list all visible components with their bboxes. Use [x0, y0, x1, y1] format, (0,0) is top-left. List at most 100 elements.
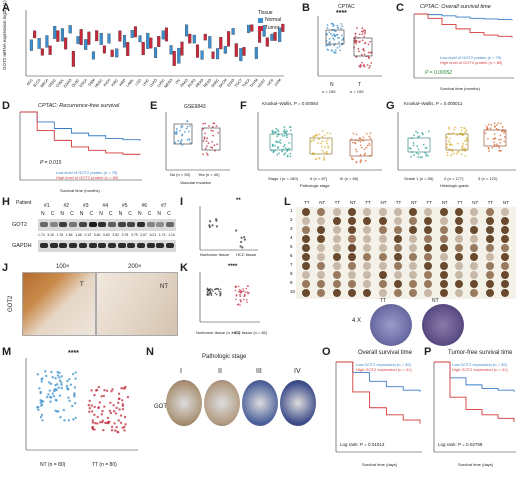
f-pts-point [314, 134, 317, 137]
m-pts-point [54, 409, 57, 412]
g-pts-point [413, 134, 415, 137]
m-pts-point [123, 415, 127, 419]
tma-core [470, 271, 479, 279]
panel-a-box-skcm-normal [223, 46, 227, 54]
panel-a-label-blca: BLCA [32, 78, 41, 88]
e-pts-point [177, 139, 180, 142]
panel-a-label-thym: THYM [249, 78, 259, 88]
tma-core [363, 271, 372, 279]
k-pts-point [219, 291, 222, 293]
tma-core [455, 271, 463, 279]
b-pts-point [368, 57, 371, 59]
panel-a-label-ov: OV [175, 78, 182, 85]
f-pts-point [359, 144, 362, 147]
panel-a-box-meso-tumor [172, 50, 176, 66]
tma-core [332, 271, 341, 279]
k-pts-point [239, 293, 241, 296]
panel-e-group-no: No (n = 50) [170, 172, 191, 177]
e-pts-point [188, 124, 191, 127]
k-pts-point [242, 290, 245, 292]
k-pts-point [219, 292, 221, 295]
e-pts-point [206, 154, 209, 156]
tma-core [470, 208, 479, 216]
western-band [166, 243, 175, 248]
tma-core [485, 244, 494, 252]
e-pts-point [179, 140, 182, 143]
tma-core [439, 253, 448, 261]
panel-h-ratio: 2.67 [140, 233, 147, 237]
f-pts-point [283, 143, 286, 146]
panel-a-box-coad-normal [68, 25, 72, 34]
f-pts-point [322, 151, 325, 154]
g-pts-point [446, 146, 449, 149]
f-pts-point [321, 130, 324, 133]
e-pts-point [207, 142, 210, 145]
panel-l-zoom-nt: NT [432, 298, 439, 304]
panel-j-mark-nt: NT [160, 284, 168, 290]
b-pts-point [354, 35, 357, 38]
tma-core [439, 271, 448, 279]
b-pts-point [362, 48, 364, 51]
tma-core [424, 289, 433, 297]
tma-core [363, 289, 372, 297]
panel-a-box-thca-normal [247, 24, 251, 33]
g-pts-point [498, 149, 501, 152]
tma-core [500, 235, 509, 243]
g-pts-point [449, 141, 451, 144]
f-pts-point [282, 145, 285, 148]
panel-a-box-cesc-normal [53, 25, 57, 39]
e-pts-point [189, 142, 192, 144]
panel-a-label-meso: MESO [164, 78, 174, 89]
m-pts-point [52, 395, 56, 398]
g-pts-point [453, 152, 455, 155]
western-band [69, 243, 78, 248]
g-pts-point [461, 149, 464, 152]
panel-o-title: Overall survival time [358, 350, 413, 356]
tma-core [393, 262, 402, 270]
tma-core [332, 208, 341, 216]
tma-core [500, 226, 509, 234]
tma-core [302, 262, 310, 270]
m-pts-point [95, 388, 99, 392]
tma-core [363, 208, 372, 216]
panel-label-f: F [240, 100, 247, 112]
f-pts-point [329, 132, 332, 135]
g-pts-point [498, 146, 501, 149]
panel-a-label-tgct: TGCT [234, 77, 244, 88]
f-pts-point [364, 160, 367, 162]
f-pts-point [325, 152, 328, 154]
m-pts-point [67, 396, 70, 399]
panel-d-title: CPTAC: Recurrence-free survival [38, 103, 120, 109]
g-pts-point [493, 141, 496, 144]
m-pts-point [71, 372, 75, 376]
m-pts-point [37, 408, 40, 412]
panel-l-row-2: 2 [290, 217, 293, 222]
panel-a-box-thca-tumor [250, 24, 254, 32]
m-pts-point [109, 401, 112, 404]
g-pts-point [449, 144, 452, 146]
e-pts-point [205, 145, 208, 148]
tma-core [485, 271, 494, 279]
f-pts-point [288, 142, 291, 144]
b-pts-point [333, 33, 335, 36]
b-pts-point [332, 37, 335, 40]
k-pts-point [219, 294, 222, 296]
f-pts-point [368, 135, 371, 138]
panel-a-box-kich-normal [107, 33, 111, 44]
tma-core [378, 253, 387, 261]
tma-core [500, 208, 509, 216]
i-pts-point [211, 224, 214, 227]
panel-a-legend-tumor: Tumor [265, 25, 280, 31]
panel-o-xlabel: Survival time (days) [362, 462, 398, 467]
m-pts-point [101, 410, 104, 413]
western-band [117, 222, 126, 227]
b-pts-point [334, 30, 337, 33]
tma-core [439, 226, 448, 234]
k-pts-point [247, 292, 249, 295]
panel-a-label-sarc: SARC [210, 78, 220, 89]
panel-a-label-kirc: KIRC [111, 78, 120, 87]
m-pts-point [44, 374, 48, 378]
g-pts-point [425, 147, 428, 149]
k-pts-point [242, 288, 244, 290]
panel-label-d: D [2, 100, 10, 112]
